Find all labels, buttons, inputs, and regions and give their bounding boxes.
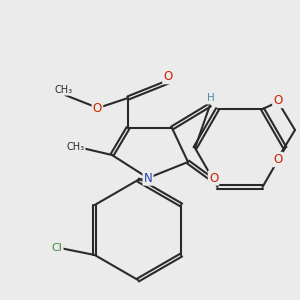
Text: N: N [144,172,152,184]
Text: Cl: Cl [52,243,62,253]
Text: O: O [93,101,102,115]
Text: H: H [207,93,214,103]
Text: CH₃: CH₃ [66,142,85,152]
Text: O: O [209,172,218,184]
Text: O: O [164,70,172,83]
Text: O: O [273,94,283,107]
Text: CH₃: CH₃ [54,85,73,94]
Text: O: O [273,153,283,166]
